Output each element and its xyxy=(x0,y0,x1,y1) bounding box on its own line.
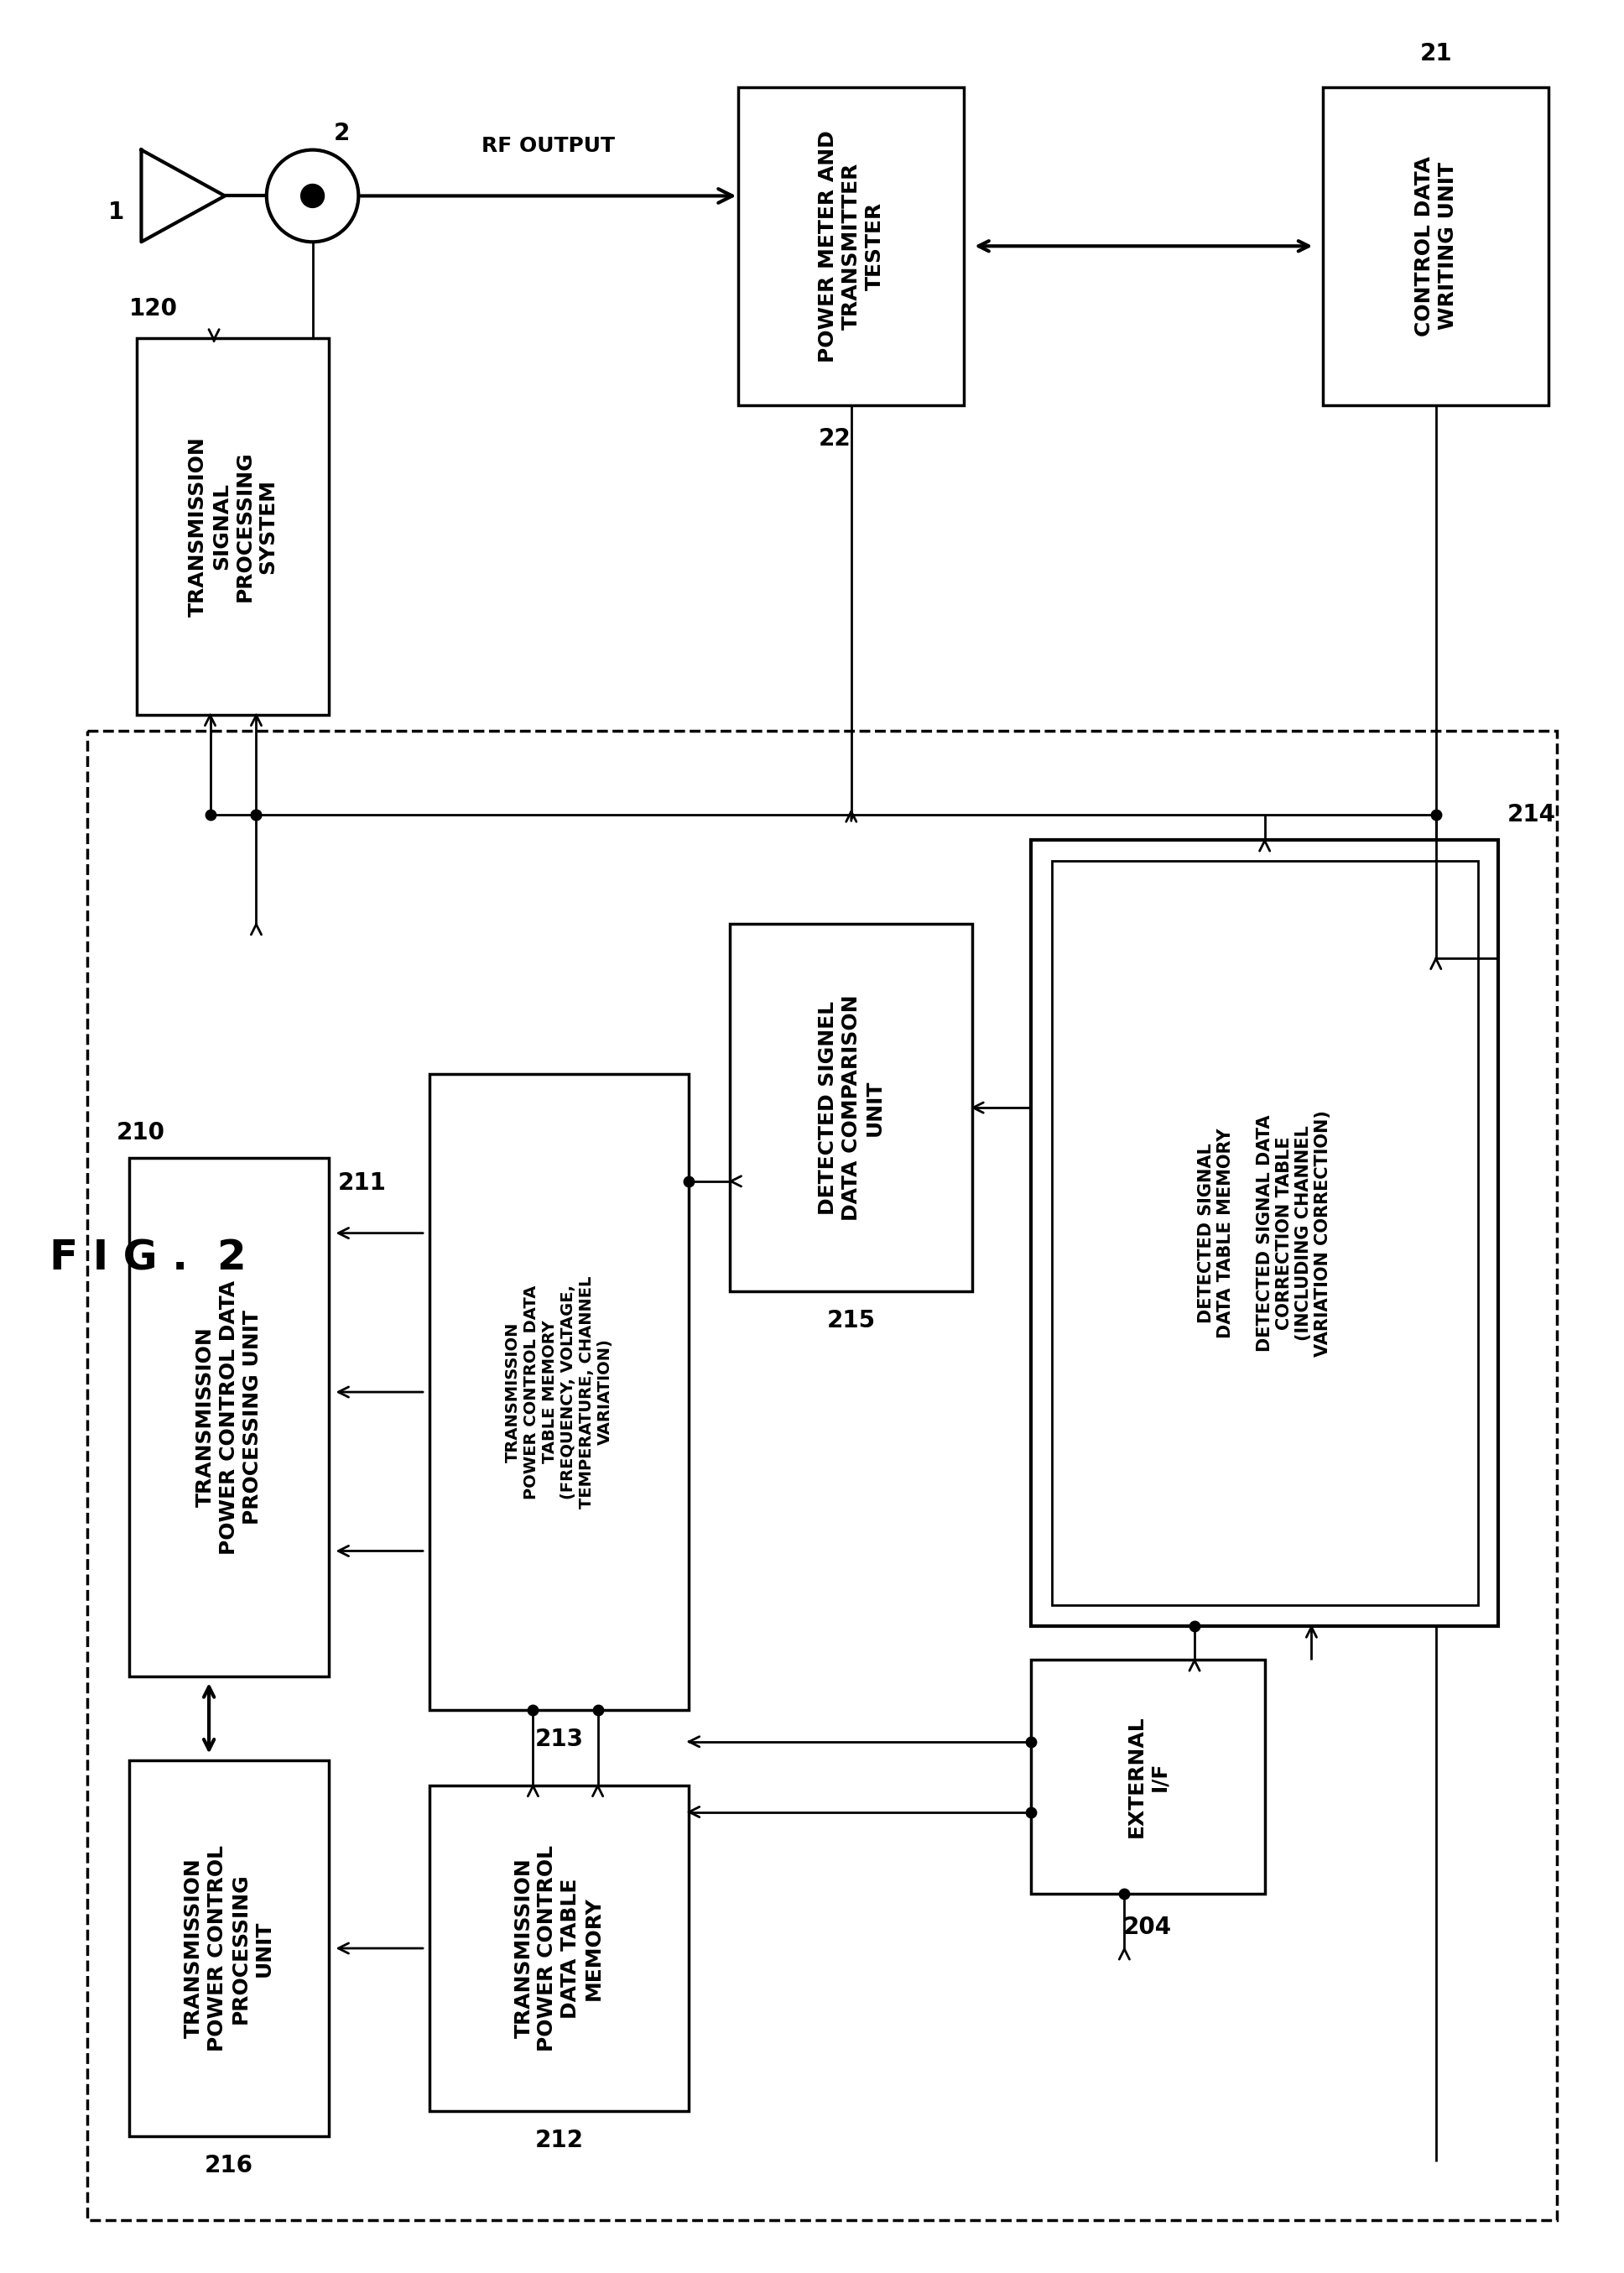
Text: 211: 211 xyxy=(338,1171,387,1196)
Text: RF OUTPUT: RF OUTPUT xyxy=(482,136,615,157)
Text: DETECTED SIGNAL
DATA TABLE MEMORY
 
DETECTED SIGNAL DATA
CORRECTION TABLE
(INCLU: DETECTED SIGNAL DATA TABLE MEMORY DETECT… xyxy=(1199,1109,1332,1357)
Bar xyxy=(731,923,973,1291)
Text: F I G .  2: F I G . 2 xyxy=(49,1239,247,1277)
Text: 204: 204 xyxy=(1124,1916,1173,1939)
Text: 120: 120 xyxy=(128,298,177,320)
Text: TRANSMISSION
POWER CONTROL
DATA TABLE
MEMORY: TRANSMISSION POWER CONTROL DATA TABLE ME… xyxy=(513,1846,604,2053)
Text: 214: 214 xyxy=(1507,802,1556,827)
Circle shape xyxy=(300,184,325,207)
Text: 216: 216 xyxy=(205,2155,253,2178)
Text: 22: 22 xyxy=(818,427,851,450)
Text: 210: 210 xyxy=(117,1121,166,1146)
Bar xyxy=(1324,86,1549,405)
Text: 215: 215 xyxy=(827,1309,875,1332)
Text: 1: 1 xyxy=(109,200,125,225)
Text: 2: 2 xyxy=(333,120,349,145)
Text: CONTROL DATA
WRITING UNIT: CONTROL DATA WRITING UNIT xyxy=(1415,157,1458,336)
Bar xyxy=(1031,1659,1265,1893)
Text: DETECTED SIGNEL
DATA COMPARISON
UNIT: DETECTED SIGNEL DATA COMPARISON UNIT xyxy=(818,996,885,1221)
Bar xyxy=(128,1157,330,1677)
Text: TRANSMISSION
SIGNAL
PROCESSING
SYSTEM: TRANSMISSION SIGNAL PROCESSING SYSTEM xyxy=(188,436,278,616)
Bar xyxy=(136,339,330,714)
Bar xyxy=(1052,861,1478,1605)
Text: TRANSMISSION
POWER CONTROL DATA
PROCESSING UNIT: TRANSMISSION POWER CONTROL DATA PROCESSI… xyxy=(195,1280,263,1555)
Bar xyxy=(88,732,1557,2221)
Text: POWER METER AND
TRANSMITTER
TESTER: POWER METER AND TRANSMITTER TESTER xyxy=(818,130,885,361)
Bar xyxy=(739,86,965,405)
Bar xyxy=(1031,841,1499,1625)
Polygon shape xyxy=(141,150,224,241)
Text: 213: 213 xyxy=(534,1727,583,1750)
Text: TRANSMISSION
POWER CONTROL
PROCESSING
UNIT: TRANSMISSION POWER CONTROL PROCESSING UN… xyxy=(184,1846,274,2053)
Text: TRANSMISSION
POWER CONTROL DATA
TABLE MEMORY
(FREQUENCY, VOLTAGE,
TEMPERATURE, C: TRANSMISSION POWER CONTROL DATA TABLE ME… xyxy=(505,1275,612,1509)
Text: EXTERNAL
I/F: EXTERNAL I/F xyxy=(1125,1716,1169,1839)
Bar xyxy=(429,1784,689,2112)
Bar xyxy=(128,1759,330,2137)
Text: 21: 21 xyxy=(1419,41,1452,66)
Text: 212: 212 xyxy=(534,2130,583,2153)
Bar xyxy=(429,1075,689,1709)
